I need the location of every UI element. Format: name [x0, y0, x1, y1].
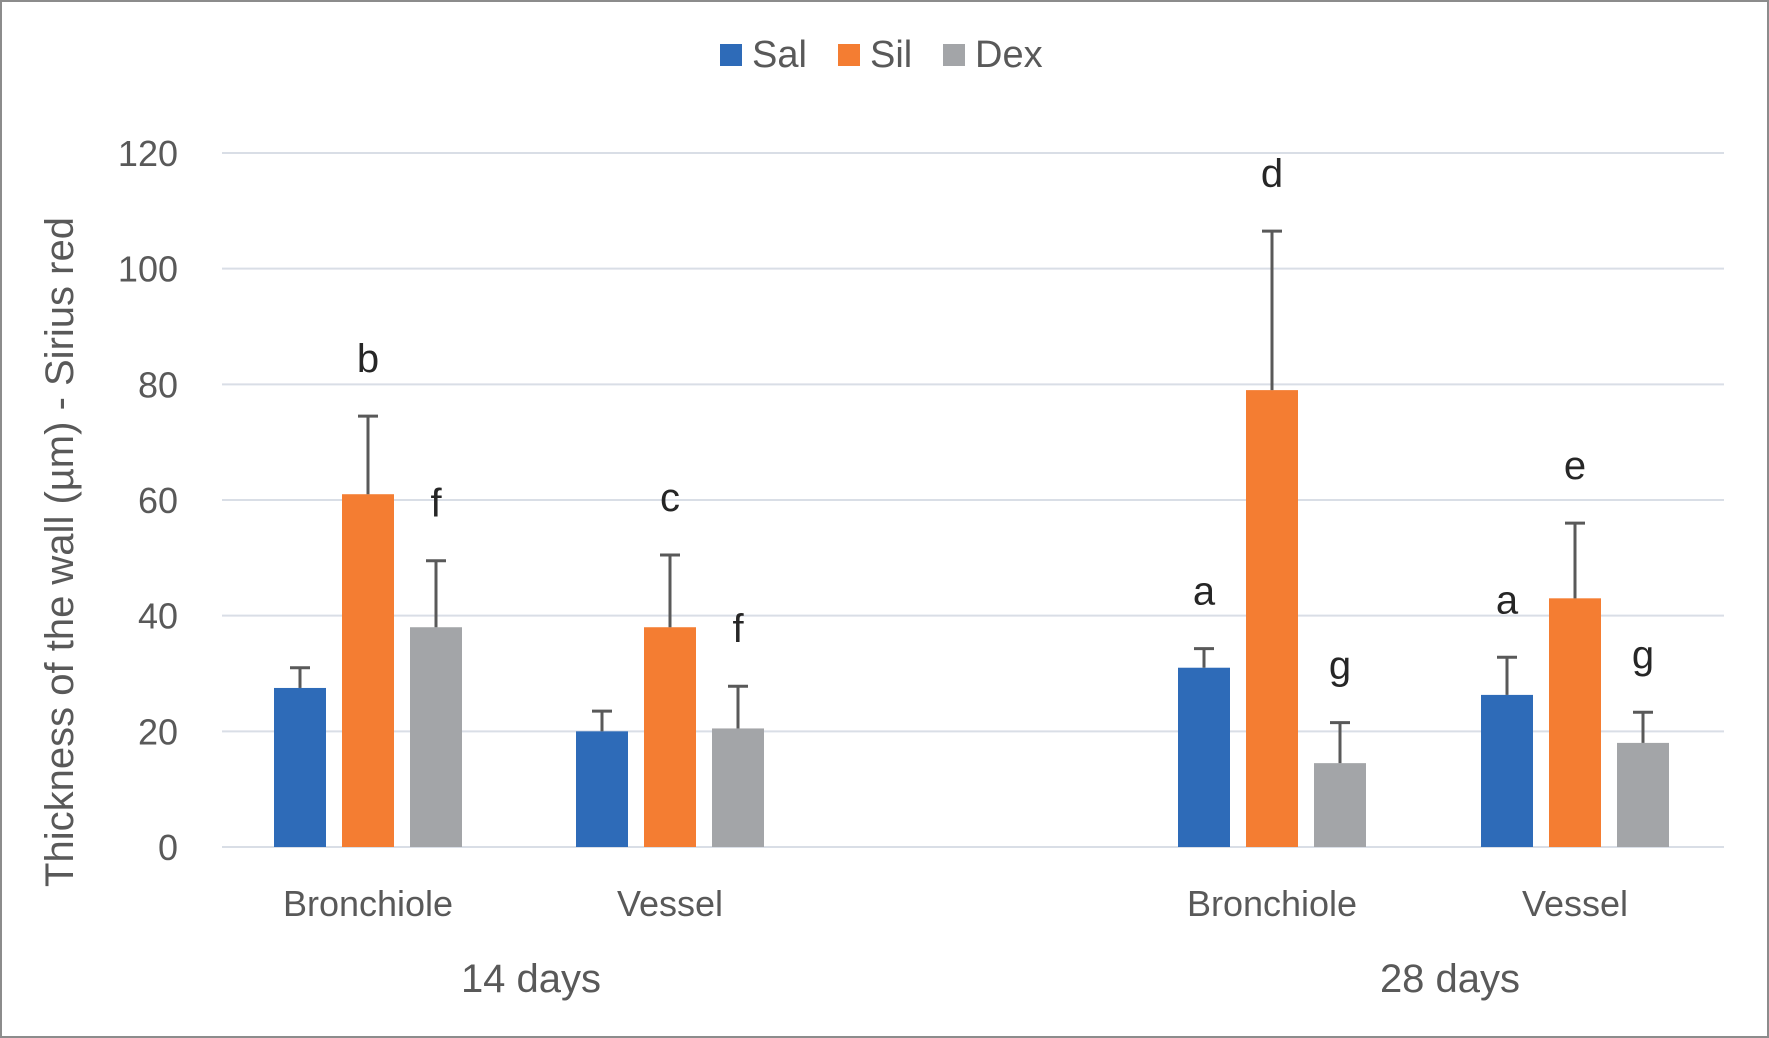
- bar-sal: [576, 731, 628, 847]
- x-tick-label: Bronchiole: [1187, 883, 1357, 924]
- significance-label: f: [732, 607, 744, 651]
- gridlines: [222, 152, 1724, 848]
- bar-dex: [1314, 763, 1366, 847]
- significance-label: b: [357, 337, 379, 381]
- legend-label-sal: Sal: [752, 34, 807, 76]
- legend-swatch-sil: [838, 44, 860, 66]
- legend-label-sil: Sil: [870, 34, 912, 76]
- significance-label: c: [660, 476, 680, 520]
- legend-swatch-sal: [720, 44, 742, 66]
- y-tick-label: 80: [138, 364, 178, 405]
- y-axis-ticks: 0 20 40 60 80 100 120: [118, 133, 178, 868]
- y-tick-label: 20: [138, 711, 178, 752]
- bar-sal: [1178, 667, 1230, 847]
- bars: [274, 390, 1669, 847]
- y-axis-title: Thickness of the wall (µm) - Sirius red: [38, 217, 82, 887]
- significance-label: f: [430, 482, 442, 526]
- significance-labels: a a b c d e f f g g: [357, 152, 1654, 688]
- significance-label: a: [1193, 570, 1216, 614]
- bar-sil: [1549, 598, 1601, 847]
- y-tick-label: 0: [158, 827, 178, 868]
- bar-dex: [712, 728, 764, 847]
- significance-label: g: [1329, 644, 1351, 688]
- bar-sal: [274, 687, 326, 847]
- bar-sal: [1481, 694, 1533, 847]
- significance-label: g: [1632, 633, 1654, 677]
- significance-label: a: [1496, 578, 1519, 622]
- y-tick-label: 120: [118, 133, 178, 174]
- x-tick-label: Vessel: [617, 883, 723, 924]
- error-bars: [290, 229, 1653, 764]
- x-tick-label: Vessel: [1522, 883, 1628, 924]
- bar-sil: [644, 627, 696, 847]
- significance-label: d: [1261, 152, 1283, 196]
- x-tick-label: Bronchiole: [283, 883, 453, 924]
- bar-sil: [342, 494, 394, 847]
- x-axis-labels: Bronchiole Vessel Bronchiole Vessel 14 days 2…: [283, 883, 1628, 1001]
- x-group-label: 14 days: [461, 957, 601, 1001]
- bar-sil: [1246, 390, 1298, 847]
- legend-swatch-dex: [943, 44, 965, 66]
- y-tick-label: 40: [138, 596, 178, 637]
- bar-dex: [1617, 742, 1669, 847]
- x-group-label: 28 days: [1380, 957, 1520, 1001]
- legend: Sal Sil Dex: [720, 34, 1043, 76]
- legend-label-dex: Dex: [975, 34, 1043, 76]
- significance-label: e: [1564, 444, 1586, 488]
- y-tick-label: 60: [138, 480, 178, 521]
- y-tick-label: 100: [118, 249, 178, 290]
- bar-dex: [410, 627, 462, 847]
